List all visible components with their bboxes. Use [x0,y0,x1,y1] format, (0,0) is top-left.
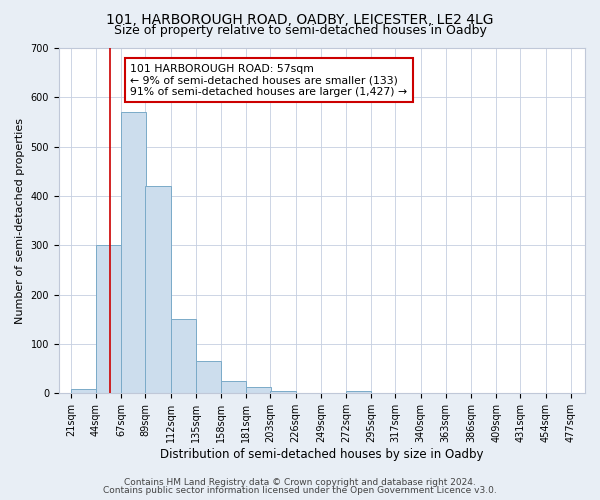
Bar [346,391,371,393]
Y-axis label: Number of semi-detached properties: Number of semi-detached properties [15,118,25,324]
Bar [271,391,296,393]
Bar [246,388,271,393]
Text: 101, HARBOROUGH ROAD, OADBY, LEICESTER, LE2 4LG: 101, HARBOROUGH ROAD, OADBY, LEICESTER, … [106,12,494,26]
Bar [170,319,196,393]
Text: Contains HM Land Registry data © Crown copyright and database right 2024.: Contains HM Land Registry data © Crown c… [124,478,476,487]
Bar [221,381,246,393]
Text: 101 HARBOROUGH ROAD: 57sqm
← 9% of semi-detached houses are smaller (133)
91% of: 101 HARBOROUGH ROAD: 57sqm ← 9% of semi-… [130,64,407,97]
X-axis label: Distribution of semi-detached houses by size in Oadby: Distribution of semi-detached houses by … [160,448,484,461]
Text: Contains public sector information licensed under the Open Government Licence v3: Contains public sector information licen… [103,486,497,495]
Bar [196,361,221,393]
Bar [145,186,170,393]
Bar [121,112,146,393]
Bar [71,390,96,393]
Text: Size of property relative to semi-detached houses in Oadby: Size of property relative to semi-detach… [113,24,487,37]
Bar [96,246,121,393]
